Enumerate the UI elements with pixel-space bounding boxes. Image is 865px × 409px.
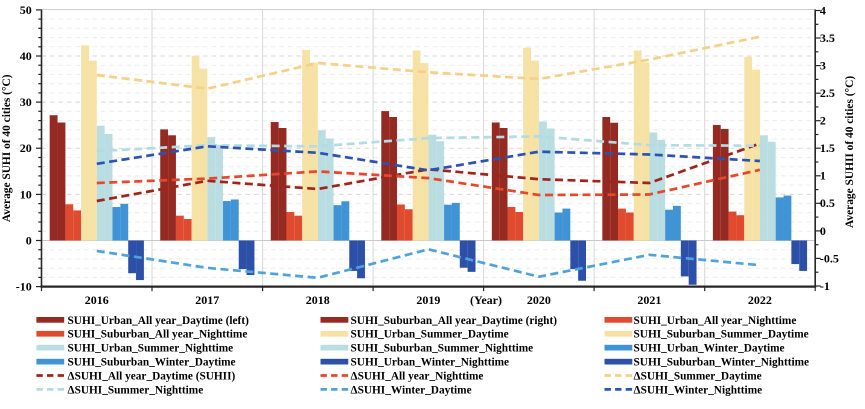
- svg-text:2022: 2022: [748, 293, 772, 307]
- svg-text:SUHI_Suburban_Winter_Nighttime: SUHI_Suburban_Winter_Nighttime: [634, 357, 810, 369]
- svg-text:2017: 2017: [195, 293, 219, 307]
- svg-text:ΔSUHI_Summer_Daytime: ΔSUHI_Summer_Daytime: [634, 370, 762, 382]
- svg-text:50: 50: [20, 3, 32, 17]
- svg-text:SUHI_Urban_Summer_Nighttime: SUHI_Urban_Summer_Nighttime: [68, 343, 234, 355]
- svg-text:SUHI_Suburban_Winter_Daytime: SUHI_Suburban_Winter_Daytime: [68, 357, 236, 369]
- svg-text:2.5: 2.5: [820, 86, 835, 100]
- svg-text:2019: 2019: [416, 293, 440, 307]
- svg-text:3: 3: [820, 59, 826, 73]
- svg-text:2: 2: [820, 114, 826, 128]
- svg-text:SUHI_Urban_Winter_Daytime: SUHI_Urban_Winter_Daytime: [634, 343, 785, 355]
- svg-text:SUHI_Urban_Winter_Nighttime: SUHI_Urban_Winter_Nighttime: [351, 357, 510, 369]
- svg-text:ΔSUHI_Winter_Nighttime: ΔSUHI_Winter_Nighttime: [634, 384, 763, 396]
- svg-text:ΔSUHI_Summer_Nighttime: ΔSUHI_Summer_Nighttime: [68, 384, 204, 396]
- svg-text:0: 0: [26, 233, 32, 247]
- svg-text:-10: -10: [16, 280, 32, 294]
- svg-text:SUHI_Urban_All year_Daytime (l: SUHI_Urban_All year_Daytime (left): [68, 315, 250, 327]
- svg-text:SUHI_Suburban_Summer_Nighttime: SUHI_Suburban_Summer_Nighttime: [351, 343, 534, 355]
- svg-text:1: 1: [820, 169, 826, 183]
- svg-text:Average SUHII of 40 cities (°C: Average SUHII of 40 cities (°C): [844, 76, 856, 228]
- svg-text:2018: 2018: [306, 293, 330, 307]
- svg-text:0.5: 0.5: [820, 196, 835, 210]
- svg-text:SUHI_Urban_Summer_Daytime: SUHI_Urban_Summer_Daytime: [351, 329, 509, 341]
- svg-text:2020: 2020: [527, 293, 551, 307]
- svg-text:2016: 2016: [85, 293, 109, 307]
- svg-text:0: 0: [820, 224, 826, 238]
- svg-text:10: 10: [20, 187, 32, 201]
- svg-text:SUHI_Urban_All year_Nighttime: SUHI_Urban_All year_Nighttime: [634, 315, 797, 327]
- svg-text:2021: 2021: [637, 293, 661, 307]
- svg-text:SUHI_Suburban_Summer_Daytime: SUHI_Suburban_Summer_Daytime: [634, 329, 809, 341]
- svg-text:40: 40: [20, 49, 32, 63]
- svg-text:ΔSUHI_All year_Daytime (SUHII): ΔSUHI_All year_Daytime (SUHII): [68, 370, 236, 382]
- svg-text:ΔSUHI_Winter_Daytime: ΔSUHI_Winter_Daytime: [351, 384, 472, 396]
- svg-text:3.5: 3.5: [820, 31, 835, 45]
- svg-text:SUHI_Suburban_All year_Nightti: SUHI_Suburban_All year_Nighttime: [68, 329, 248, 341]
- svg-text:20: 20: [20, 141, 32, 155]
- svg-text:1.5: 1.5: [820, 141, 835, 155]
- svg-text:4: 4: [820, 3, 826, 17]
- svg-text:Average SUHI of 40 cities (°C): Average SUHI of 40 cities (°C): [1, 74, 13, 222]
- svg-text:-1: -1: [820, 279, 830, 293]
- svg-text:(Year): (Year): [470, 293, 502, 307]
- svg-text:-0.5: -0.5: [820, 251, 839, 265]
- svg-text:30: 30: [20, 95, 32, 109]
- svg-text:ΔSUHI_All year_Nighttime: ΔSUHI_All year_Nighttime: [351, 370, 484, 382]
- svg-text:SUHI_Suburban_All year_Daytime: SUHI_Suburban_All year_Daytime (right): [351, 315, 558, 327]
